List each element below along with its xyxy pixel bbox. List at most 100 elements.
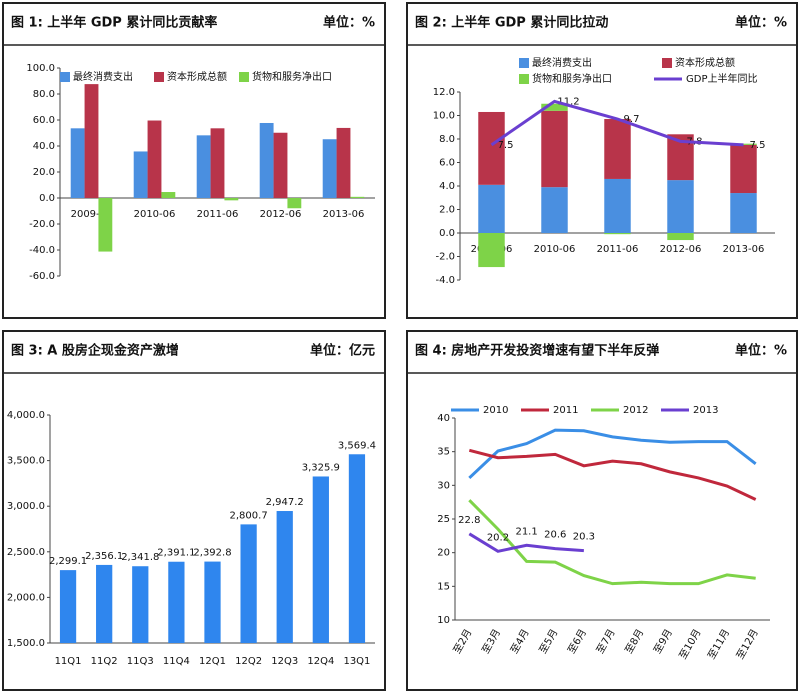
legend-label: 2011 [553, 405, 578, 416]
panel [406, 330, 798, 691]
bar [730, 144, 757, 194]
unit-label: 单位：% [323, 15, 375, 31]
bar [478, 233, 505, 268]
data-label: 21.1 [515, 526, 537, 537]
y-tick-label: 60.0 [33, 115, 55, 126]
y-tick-label: 4,000.0 [7, 410, 45, 421]
data-label: 2,947.2 [266, 497, 304, 508]
x-tick-label: 12Q1 [199, 656, 226, 667]
bar [98, 198, 113, 252]
y-tick-label: -20.0 [29, 219, 55, 230]
x-tick-label: 2010-06 [134, 209, 176, 220]
bar [161, 192, 176, 198]
bar [541, 110, 568, 188]
bar [196, 135, 211, 198]
data-label: 2,391.1 [157, 548, 195, 559]
y-tick-label: 3,500.0 [7, 456, 45, 467]
data-label: 20.6 [544, 530, 566, 541]
panel [406, 2, 798, 319]
bar [604, 178, 631, 233]
y-tick-label: 2,500.0 [7, 547, 45, 558]
x-tick-label: 11Q1 [55, 656, 82, 667]
legend-label: 2012 [623, 405, 648, 416]
y-tick-label: 15 [437, 581, 450, 592]
bar [273, 132, 288, 198]
data-label: 20.2 [487, 532, 509, 543]
data-label: 7.5 [498, 140, 514, 151]
x-tick-label: 至11月 [705, 627, 732, 661]
y-tick-label: -60.0 [29, 271, 55, 282]
x-tick-label: 至9月 [651, 627, 675, 656]
bar [478, 184, 505, 233]
x-tick-label: 2012-06 [660, 244, 702, 255]
y-tick-label: 2,000.0 [7, 592, 45, 603]
y-tick-label: 8.0 [439, 134, 455, 145]
bar [604, 119, 631, 179]
x-tick-label: 12Q2 [235, 656, 262, 667]
data-label: 2,800.7 [230, 510, 268, 521]
panel [2, 330, 386, 691]
unit-label: 单位：% [735, 15, 787, 31]
x-tick-label: 至3月 [480, 627, 504, 656]
bar [604, 233, 631, 235]
bar [59, 570, 77, 643]
y-tick-label: 100.0 [26, 63, 55, 74]
x-tick-label: 2010-06 [534, 244, 576, 255]
x-tick-label: 12Q4 [307, 656, 334, 667]
y-tick-label: 0.0 [39, 193, 55, 204]
bar [96, 564, 113, 643]
y-tick-label: 3,000.0 [7, 501, 45, 512]
legend-label: 货物和服务净出口 [532, 72, 612, 85]
x-tick-label: 至2月 [451, 627, 475, 656]
bar [541, 187, 568, 233]
x-tick-label: 至7月 [594, 627, 618, 656]
bar [276, 511, 293, 643]
data-label: 3,569.4 [338, 440, 376, 451]
x-tick-label: 2009-06 [71, 209, 113, 220]
legend-swatch [239, 72, 249, 82]
legend-label: 2010 [483, 405, 508, 416]
x-tick-label: 2012-06 [260, 209, 302, 220]
line [468, 532, 584, 553]
bar [132, 566, 149, 643]
y-tick-label: -2.0 [435, 252, 455, 263]
y-tick-label: 80.0 [33, 89, 55, 100]
data-label: 2,299.1 [49, 556, 87, 567]
bar [240, 524, 257, 643]
y-tick-label: 6.0 [439, 158, 455, 169]
y-tick-label: 20.0 [33, 167, 55, 178]
x-tick-label: 至4月 [508, 627, 532, 656]
line [490, 99, 744, 147]
chart-title: 图 1: 上半年 GDP 累计同比贡献率 [11, 15, 217, 31]
bar [168, 561, 185, 643]
bar [204, 561, 221, 643]
x-tick-label: 至12月 [734, 627, 761, 661]
x-tick-label: 13Q1 [343, 656, 370, 667]
data-label: 22.8 [458, 515, 480, 526]
y-tick-label: 10.0 [433, 111, 455, 122]
chart-title: 图 3: A 股房企现金资产激增 [11, 343, 179, 359]
x-tick-label: 2011-06 [197, 209, 239, 220]
bar [336, 127, 351, 198]
y-tick-label: -4.0 [435, 275, 455, 286]
x-tick-label: 11Q2 [91, 656, 118, 667]
bar [478, 111, 505, 185]
bar [84, 84, 99, 198]
bar [70, 128, 85, 198]
unit-label: 单位：% [735, 343, 787, 359]
bar [322, 139, 337, 198]
y-tick-label: 20 [437, 548, 450, 559]
x-tick-label: 11Q4 [163, 656, 190, 667]
legend-swatch [519, 58, 529, 68]
line [468, 448, 757, 501]
x-tick-label: 至8月 [623, 627, 647, 656]
data-label: 9.7 [624, 114, 640, 125]
legend-label: 资本形成总额 [675, 56, 735, 69]
bar [541, 103, 568, 111]
x-tick-label: 至5月 [537, 627, 561, 656]
legend-label: 最终消费支出 [73, 70, 133, 83]
y-tick-label: 1,500.0 [7, 638, 45, 649]
x-tick-label: 2013-06 [723, 244, 765, 255]
data-label: 3,325.9 [302, 462, 340, 473]
